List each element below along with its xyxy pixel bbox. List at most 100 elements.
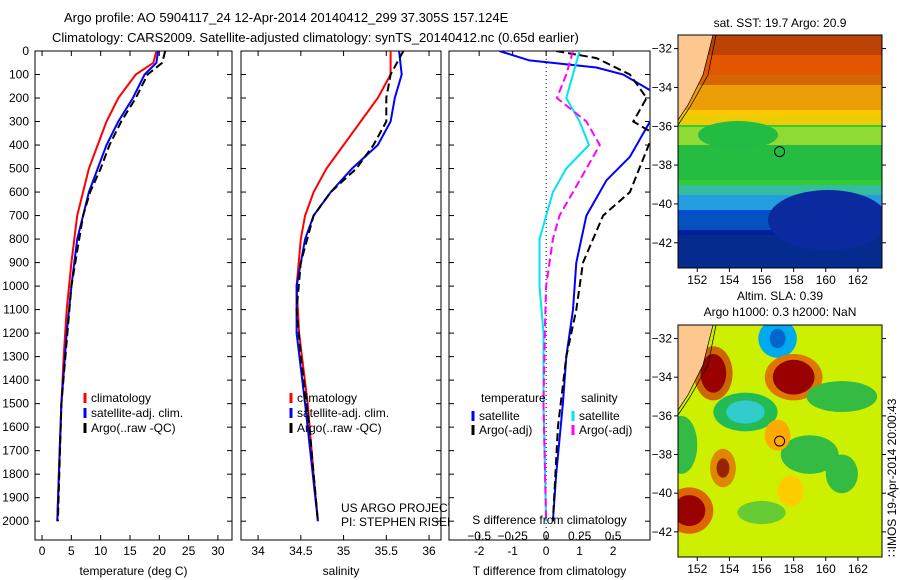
lat-tick-label: −32 — [652, 332, 673, 346]
legend-label: satellite — [479, 409, 520, 423]
x-tick-label: 36 — [422, 544, 436, 558]
y-tick-label: 500 — [9, 162, 29, 176]
series-group — [499, 51, 650, 540]
argo-float-marker — [774, 146, 786, 158]
x2-tick-label: 0.25 — [568, 529, 592, 543]
imos-timestamp: ∷IMOS 19-Apr-2014 20:00:43 — [885, 398, 899, 557]
legend-title-salinity: salinity — [581, 391, 618, 405]
series-group — [295, 51, 405, 522]
legend-label: Argo(..raw -QC) — [297, 421, 382, 435]
lat-tick-label: −38 — [652, 158, 673, 172]
x-tick-label: 35 — [337, 544, 351, 558]
x-tick-label: 2 — [610, 544, 617, 558]
project-annotation: PI: STEPHEN RISER — [341, 515, 456, 529]
sla-anomaly — [777, 475, 804, 507]
sla-anomaly — [772, 359, 815, 395]
legend-label: Argo(-adj) — [479, 423, 532, 437]
x-tick-label: 0 — [543, 544, 550, 558]
lat-tick-label: −34 — [652, 370, 673, 384]
sla_map: 152 154 156 158 160 162 −32 −34 −36 −38 −40 −42 Alti… — [652, 289, 899, 576]
y-tick-label: 700 — [9, 209, 29, 223]
lon-tick-label: 158 — [784, 273, 804, 287]
lon-tick-label: 158 — [784, 562, 804, 576]
series-t-argo-adj- — [551, 51, 650, 522]
x-tick-label: 20 — [153, 544, 167, 558]
sla-anomaly — [726, 400, 765, 424]
lat-tick-label: −34 — [652, 80, 673, 94]
sst-band — [678, 145, 882, 180]
sla-map-title-2: Argo h1000: 0.3 h2000: NaN — [704, 305, 857, 319]
lon-tick-label: 160 — [816, 562, 836, 576]
title-line-1: Argo profile: AO 5904117_24 12-Apr-2014 … — [64, 10, 509, 25]
legend-label: climatology — [297, 391, 357, 405]
lat-tick-label: −42 — [652, 236, 673, 250]
legend-label: satellite-adj. clim. — [297, 406, 389, 420]
legend-label: Argo(..raw -QC) — [91, 421, 176, 435]
argo-float-marker — [774, 435, 786, 447]
lon-tick-label: 154 — [719, 273, 739, 287]
x-axis-label: T difference from climatology — [473, 564, 627, 578]
map-field — [678, 325, 882, 557]
sla-anomaly — [678, 495, 706, 527]
series-argo-raw-qc- — [56, 51, 167, 522]
lon-tick-label: 160 — [816, 273, 836, 287]
lon-tick-label: 156 — [752, 273, 772, 287]
x-tick-label: -1 — [507, 544, 518, 558]
map-field — [678, 35, 882, 268]
x2-tick-label: 0.5 — [605, 529, 622, 543]
y-tick-label: 1300 — [2, 350, 29, 364]
y-tick-label: 400 — [9, 138, 29, 152]
x2-axis-label: S difference from climatology — [472, 513, 627, 527]
legend-label: Argo(-adj) — [579, 423, 632, 437]
x-tick-label: 0 — [39, 544, 46, 558]
legend-label: climatology — [91, 391, 151, 405]
y-tick-label: 1900 — [2, 491, 29, 505]
sla-anomaly — [825, 454, 858, 494]
map-panels: 152 154 156 158 160 162 −32 −34 −36 −38 −40 −42 sat.… — [652, 16, 899, 576]
sla-anomaly — [716, 458, 730, 478]
y-tick-label: 900 — [9, 256, 29, 270]
x2-tick-label: −0.5 — [467, 529, 491, 543]
panel-sal: 34 34.5 35 35.5 36 salinity climatologysatelli… — [240, 50, 456, 578]
title-line-2: Climatology: CARS2009. Satellite-adjuste… — [52, 30, 579, 45]
sst-band — [678, 55, 882, 85]
x-tick-label: 15 — [123, 544, 137, 558]
lat-tick-label: −38 — [652, 448, 673, 462]
x-tick-label: 10 — [94, 544, 108, 558]
y-tick-label: 2000 — [2, 514, 29, 528]
y-tick-label: 0 — [22, 44, 29, 58]
lon-tick-label: 162 — [848, 562, 868, 576]
x-tick-label: 1 — [576, 544, 583, 558]
x2-tick-label: −0.25 — [497, 529, 528, 543]
lat-tick-label: −42 — [652, 525, 673, 539]
land-australia — [678, 325, 714, 411]
lat-tick-label: −40 — [652, 197, 673, 211]
x-tick-label: -2 — [474, 544, 485, 558]
project-annotation: US ARGO PROJECT — [341, 501, 456, 515]
legend-label: satellite — [579, 409, 620, 423]
lat-tick-label: −32 — [652, 42, 673, 56]
x-tick-label: 34 — [251, 544, 265, 558]
isobath — [678, 35, 717, 126]
legend-label: satellite-adj. clim. — [91, 406, 183, 420]
sla-anomaly — [737, 500, 786, 525]
lon-tick-label: 162 — [848, 273, 868, 287]
y-tick-label: 1800 — [2, 467, 29, 481]
x-tick-label: 5 — [68, 544, 75, 558]
lat-tick-label: −40 — [652, 486, 673, 500]
y-tick-label: 1600 — [2, 420, 29, 434]
sla-anomaly — [806, 381, 878, 412]
sla-map-title-1: Altim. SLA: 0.39 — [737, 289, 823, 303]
legend-title-temperature: temperature — [481, 391, 546, 405]
series-satellite-adj-clim- — [56, 51, 160, 522]
isobath — [678, 325, 717, 416]
y-tick-label: 1500 — [2, 397, 29, 411]
sst_map: 152 154 156 158 160 162 −32 −34 −36 −38 −40 −42 sat.… — [652, 16, 886, 287]
series-s-argo-adj- — [542, 51, 601, 522]
y-tick-label: 300 — [9, 115, 29, 129]
sst-band — [678, 110, 882, 125]
panel-diff: -2 -1 0 1 2 T difference from climatology temp… — [448, 50, 651, 578]
lon-tick-label: 152 — [687, 562, 707, 576]
y-tick-label: 1100 — [3, 303, 29, 317]
